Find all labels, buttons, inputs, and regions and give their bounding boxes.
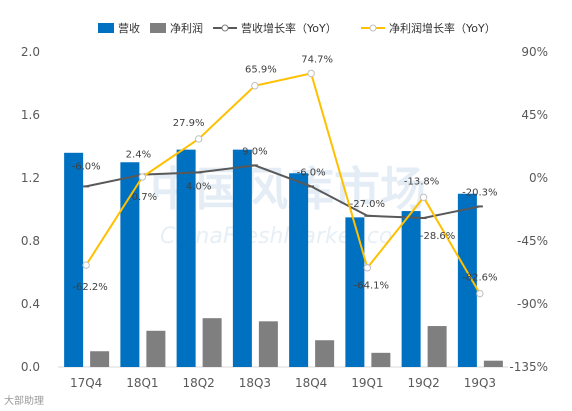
bar-revenue [345,217,365,367]
data-label: 65.9% [245,65,277,76]
bar-net-profit [371,352,391,367]
legend-marker [369,24,377,32]
watermark-cn: 中国风库市场 [150,162,426,216]
bar-revenue [457,193,477,367]
data-label: -62.2% [72,282,107,293]
legend-label: 营收 [118,21,140,35]
bar-net-profit [483,360,503,367]
data-label: 2.4% [126,150,151,161]
legend-swatch [150,23,166,33]
x-tick-label: 17Q4 [70,376,102,390]
bar-net-profit [90,351,110,367]
legend: 营收 净利润 营收增长率（YoY） 净利润增长率（YoY） [98,21,496,35]
right-tick-label: -135% [509,360,548,374]
point-net-profit-growth [82,261,90,269]
point-net-profit-growth [138,173,147,181]
x-tick-label: 18Q4 [295,376,327,390]
axes: 0.0 0.4 0.8 1.2 1.6 2.0 -135% -90% -45% 0% 45% 90% 1… [21,45,548,390]
line-revenue-growth [85,164,481,220]
bar-revenue [289,173,309,367]
left-tick-label: 1.2 [21,171,40,185]
bars [64,149,503,367]
data-label: 4.0% [186,181,211,192]
data-labels: -6.0% 2.4% 4.0% 9.0% -6.0% -27.0% -28.6% -20.3%… [72,54,498,293]
data-label: 74.7% [301,54,333,65]
bar-revenue [120,162,140,367]
data-label: -64.1% [354,281,389,292]
data-label: -28.6% [420,231,455,242]
data-label: 0.7% [132,192,157,203]
right-tick-label: 90% [521,45,548,59]
bar-net-profit [258,321,278,367]
data-label: -13.8% [404,176,439,187]
x-tick-label: 19Q2 [407,376,439,390]
left-tick-label: 0.4 [21,297,40,311]
left-tick-label: 2.0 [21,45,40,59]
x-tick-label: 18Q2 [182,376,214,390]
legend-swatch [98,23,114,33]
left-tick-label: 0.0 [21,360,40,374]
data-label: -6.0% [72,161,101,172]
data-label: -82.6% [462,273,497,284]
point-net-profit-growth [251,82,259,90]
point-net-profit-growth [419,193,428,202]
x-tick-label: 19Q3 [464,376,496,390]
lines [82,69,484,298]
legend-marker [221,24,229,32]
legend-label: 净利润 [170,21,203,35]
point-net-profit-growth [363,264,372,272]
bar-revenue [232,149,252,367]
data-label: 9.0% [242,146,267,157]
right-tick-label: -45% [517,234,548,248]
data-label: 27.9% [173,118,205,129]
bar-net-profit [315,340,335,367]
data-label: -6.0% [297,167,326,178]
point-net-profit-growth [194,135,203,143]
bar-net-profit [146,330,166,367]
source-watermark: 大部助理 [4,396,44,407]
left-tick-label: 0.8 [21,234,40,248]
bar-revenue [64,152,84,367]
x-tick-label: 18Q1 [126,376,158,390]
point-net-profit-growth [476,289,484,298]
point-net-profit-growth [307,69,315,78]
line-net-profit-growth [85,72,481,295]
data-label: -27.0% [350,199,385,210]
bar-net-profit [202,318,222,367]
legend-label: 净利润增长率（YoY） [389,21,496,35]
legend-label: 营收增长率（YoY） [241,21,337,35]
right-tick-label: 0% [529,171,548,185]
x-tick-label: 18Q3 [239,376,271,390]
right-tick-label: -90% [517,297,548,311]
right-tick-label: 45% [521,108,548,122]
bar-net-profit [427,326,447,367]
x-tick-label: 19Q1 [351,376,383,390]
bar-revenue [176,149,196,367]
data-label: -20.3% [462,187,497,198]
bar-revenue [401,211,421,367]
left-tick-label: 1.6 [21,108,40,122]
